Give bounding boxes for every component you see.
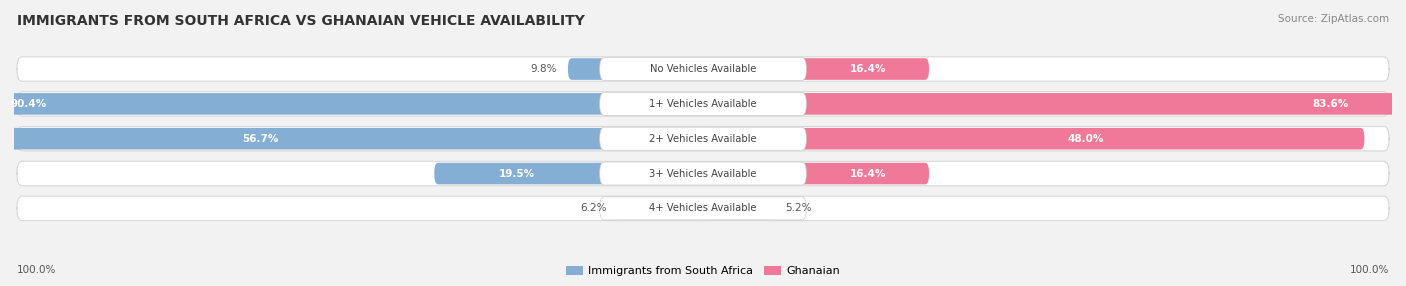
Text: Source: ZipAtlas.com: Source: ZipAtlas.com	[1278, 14, 1389, 24]
Text: 4+ Vehicles Available: 4+ Vehicles Available	[650, 203, 756, 213]
Text: 9.8%: 9.8%	[530, 64, 557, 74]
FancyBboxPatch shape	[17, 196, 1389, 221]
Text: 100.0%: 100.0%	[1350, 265, 1389, 275]
FancyBboxPatch shape	[703, 128, 1364, 150]
FancyBboxPatch shape	[703, 93, 1406, 115]
FancyBboxPatch shape	[599, 197, 807, 220]
Text: 56.7%: 56.7%	[242, 134, 278, 144]
Text: 1+ Vehicles Available: 1+ Vehicles Available	[650, 99, 756, 109]
FancyBboxPatch shape	[434, 163, 703, 184]
FancyBboxPatch shape	[0, 93, 703, 115]
Text: 6.2%: 6.2%	[581, 203, 606, 213]
FancyBboxPatch shape	[17, 57, 1389, 81]
FancyBboxPatch shape	[599, 57, 807, 81]
FancyBboxPatch shape	[703, 198, 775, 219]
Text: 5.2%: 5.2%	[786, 203, 813, 213]
Text: No Vehicles Available: No Vehicles Available	[650, 64, 756, 74]
FancyBboxPatch shape	[17, 92, 1389, 116]
Text: 90.4%: 90.4%	[10, 99, 46, 109]
Text: 16.4%: 16.4%	[849, 168, 886, 178]
FancyBboxPatch shape	[599, 162, 807, 185]
Text: 19.5%: 19.5%	[499, 168, 536, 178]
Text: 3+ Vehicles Available: 3+ Vehicles Available	[650, 168, 756, 178]
Legend: Immigrants from South Africa, Ghanaian: Immigrants from South Africa, Ghanaian	[561, 261, 845, 281]
Text: IMMIGRANTS FROM SOUTH AFRICA VS GHANAIAN VEHICLE AVAILABILITY: IMMIGRANTS FROM SOUTH AFRICA VS GHANAIAN…	[17, 14, 585, 28]
FancyBboxPatch shape	[599, 92, 807, 115]
FancyBboxPatch shape	[703, 163, 929, 184]
FancyBboxPatch shape	[0, 128, 703, 150]
Text: 83.6%: 83.6%	[1312, 99, 1348, 109]
FancyBboxPatch shape	[617, 198, 703, 219]
Text: 16.4%: 16.4%	[849, 64, 886, 74]
FancyBboxPatch shape	[703, 58, 929, 80]
FancyBboxPatch shape	[568, 58, 703, 80]
Text: 2+ Vehicles Available: 2+ Vehicles Available	[650, 134, 756, 144]
FancyBboxPatch shape	[17, 161, 1389, 186]
Text: 100.0%: 100.0%	[17, 265, 56, 275]
Text: 48.0%: 48.0%	[1067, 134, 1104, 144]
FancyBboxPatch shape	[599, 127, 807, 150]
FancyBboxPatch shape	[17, 126, 1389, 151]
